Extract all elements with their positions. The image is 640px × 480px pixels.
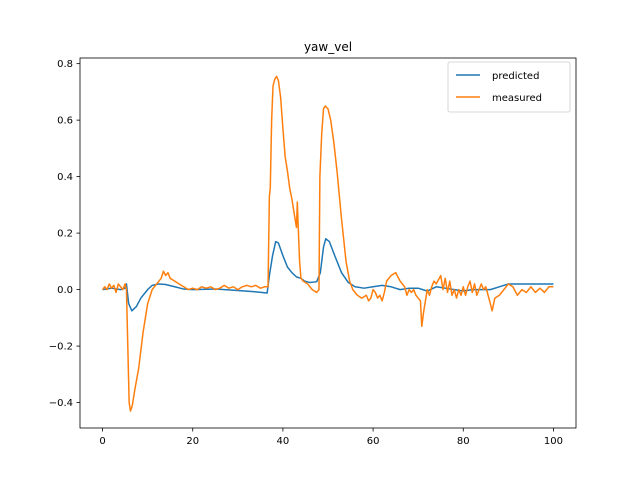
x-tick-label: 80 [457, 436, 470, 447]
x-tick-label: 20 [186, 436, 199, 447]
x-axis: 0 20 40 60 80 100 [99, 428, 563, 447]
x-tick-label: 0 [99, 436, 105, 447]
legend-label-measured: measured [492, 93, 542, 104]
y-tick-label: 0.6 [57, 116, 73, 127]
y-tick-label: 0.0 [57, 285, 73, 296]
y-tick-label: 0.8 [57, 59, 73, 70]
legend-label-predicted: predicted [492, 71, 539, 82]
plot-frame [79, 57, 577, 429]
y-tick-label: −0.2 [49, 342, 73, 353]
x-tick-label: 60 [367, 436, 380, 447]
y-tick-label: 0.2 [57, 229, 73, 240]
y-tick-label: −0.4 [49, 398, 73, 409]
y-axis: −0.4 −0.2 0.0 0.2 0.4 0.6 0.8 [49, 59, 80, 409]
legend-box [447, 61, 571, 113]
series-line-measured [101, 75, 554, 412]
chart-title: yaw_vel [304, 40, 352, 54]
plot-lines [101, 75, 554, 412]
x-tick-label: 40 [277, 436, 290, 447]
y-tick-label: 0.4 [57, 172, 73, 183]
legend: predicted measured [447, 61, 571, 113]
x-tick-label: 100 [544, 436, 563, 447]
